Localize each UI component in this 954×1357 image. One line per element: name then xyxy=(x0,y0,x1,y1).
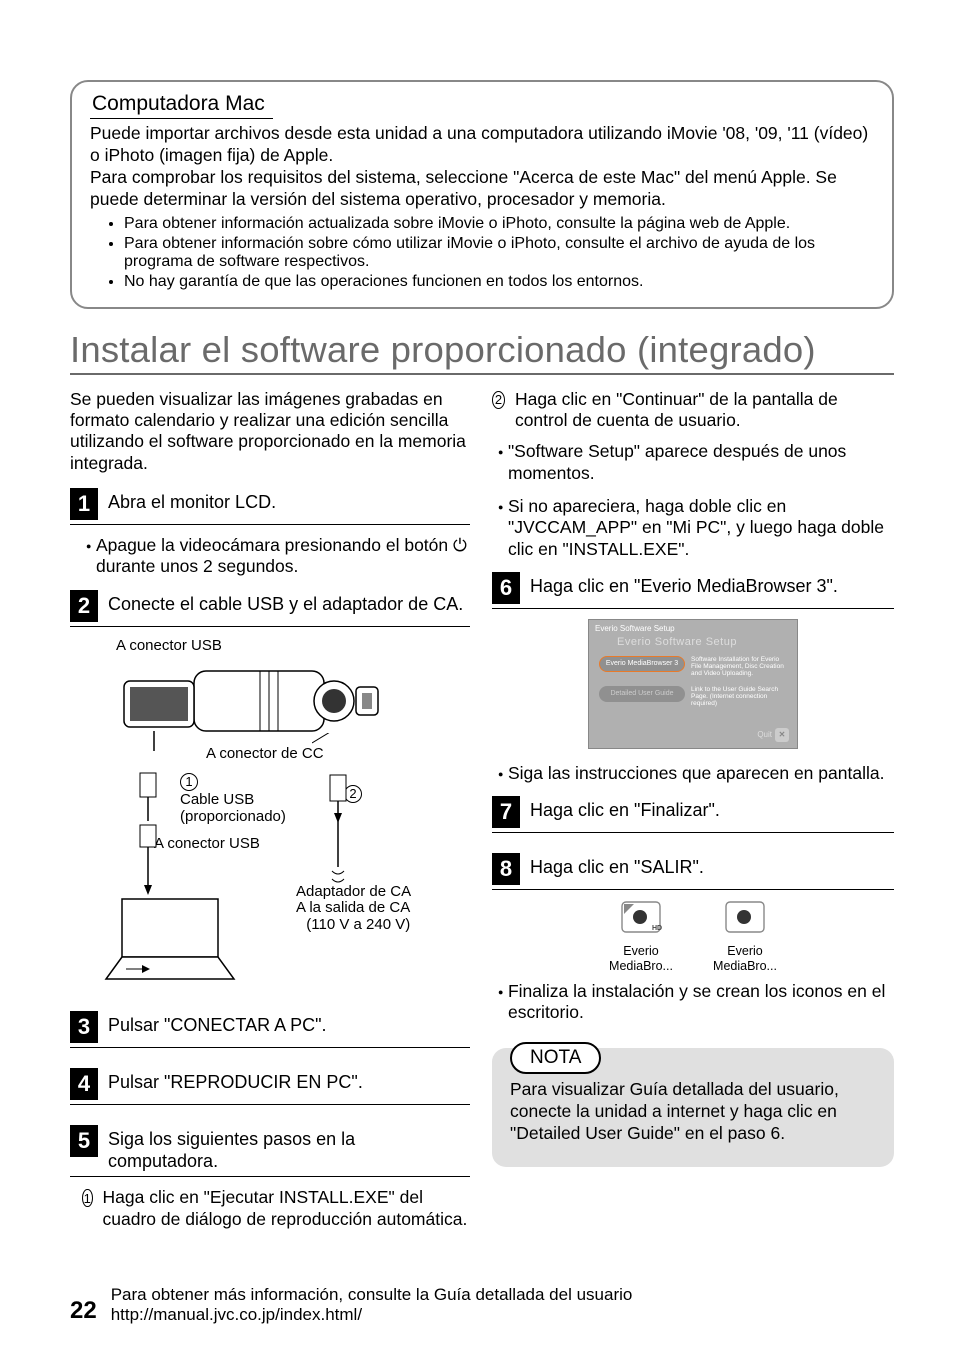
shortcut-icon xyxy=(724,900,766,940)
step-6-sub: Siga las instrucciones que aparecen en p… xyxy=(492,763,894,784)
right-column: 2 Haga clic en "Continuar" de la pantall… xyxy=(492,389,894,1235)
mac-section: Computadora Mac Puede importar archivos … xyxy=(70,80,894,309)
step-text: Pulsar "REPRODUCIR EN PC". xyxy=(108,1068,363,1094)
svg-text:HD: HD xyxy=(652,925,662,932)
step-text: Siga los siguientes pasos en la computad… xyxy=(108,1125,470,1173)
desktop-icon-label: Everio MediaBro... xyxy=(705,944,785,973)
step-5b-text: Haga clic en "Continuar" de la pantalla … xyxy=(515,389,894,432)
step-5b: 2 Haga clic en "Continuar" de la pantall… xyxy=(492,389,894,432)
step-4: 4 Pulsar "REPRODUCIR EN PC". xyxy=(70,1068,470,1105)
shortcut-icon: HD xyxy=(620,900,662,940)
step-5-substeps: 1 Haga clic en "Ejecutar INSTALL.EXE" de… xyxy=(82,1187,470,1230)
dialog-header: Everio Software Setup xyxy=(595,624,675,633)
dialog-btn2-desc: Link to the User Guide Search Page. (Int… xyxy=(691,686,791,707)
step-1-sub: Apague la videocámara presionando el bot… xyxy=(80,535,470,578)
wiring-icon xyxy=(86,747,456,1007)
intro-text: Se pueden visualizar las imágenes grabad… xyxy=(70,389,470,474)
dialog-title: Everio Software Setup xyxy=(617,636,787,648)
desktop-icon-label: Everio MediaBro... xyxy=(601,944,681,973)
step-5-sub2: Si no apareciera, haga doble clic en "JV… xyxy=(492,496,894,560)
step-5a-text: Haga clic en "Ejecutar INSTALL.EXE" del … xyxy=(103,1187,470,1230)
step-text: Haga clic en "SALIR". xyxy=(530,853,704,879)
step-1: 1 Abra el monitor LCD. xyxy=(70,488,470,525)
close-icon: ✕ xyxy=(775,728,789,742)
step-text: Pulsar "CONECTAR A PC". xyxy=(108,1011,327,1037)
nota-box: NOTA Para visualizar Guía detallada del … xyxy=(492,1048,894,1167)
step-number: 7 xyxy=(492,796,520,828)
substep-marker-2: 2 xyxy=(492,391,505,409)
step-number: 4 xyxy=(70,1068,98,1100)
step-5: 5 Siga los siguientes pasos en la comput… xyxy=(70,1125,470,1178)
step-number: 2 xyxy=(70,590,98,622)
step-6: 6 Haga clic en "Everio MediaBrowser 3". xyxy=(492,572,894,609)
desktop-icons-row: HD Everio MediaBro... Everio MediaBro... xyxy=(492,900,894,973)
nota-body: Para visualizar Guía detallada del usuar… xyxy=(510,1078,876,1145)
page-number: 22 xyxy=(70,1297,97,1325)
dialog-btn1-desc: Software Installation for Everio File Ma… xyxy=(691,656,791,677)
diagram-label-adapter: Adaptador de CA xyxy=(296,883,411,900)
desktop-icon: Everio MediaBro... xyxy=(705,900,785,973)
footer-text: Para obtener más información, consulte l… xyxy=(111,1285,633,1325)
mac-bullet: No hay garantía de que las operaciones f… xyxy=(124,273,874,291)
mac-bullet: Para obtener información sobre cómo util… xyxy=(124,235,874,271)
diagram-label-ac-out: A la salida de CA (110 V a 240 V) xyxy=(296,899,410,934)
mac-body: Puede importar archivos desde esta unida… xyxy=(90,123,874,211)
step-5a: 1 Haga clic en "Ejecutar INSTALL.EXE" de… xyxy=(82,1187,470,1230)
step-3: 3 Pulsar "CONECTAR A PC". xyxy=(70,1011,470,1048)
dialog-button-mediabrowser[interactable]: Everio MediaBrowser 3 xyxy=(599,656,685,672)
step-text: Conecte el cable USB y el adaptador de C… xyxy=(108,590,463,616)
step-text: Haga clic en "Everio MediaBrowser 3". xyxy=(530,572,838,598)
mac-bullet-list: Para obtener información actualizada sob… xyxy=(124,215,874,291)
step-text: Abra el monitor LCD. xyxy=(108,488,276,514)
dialog-quit[interactable]: Quit ✕ xyxy=(757,728,789,742)
step-number: 1 xyxy=(70,488,98,520)
step-8: 8 Haga clic en "SALIR". xyxy=(492,853,894,890)
step-5b-wrap: 2 Haga clic en "Continuar" de la pantall… xyxy=(492,389,894,432)
main-heading: Instalar el software proporcionado (inte… xyxy=(70,329,894,375)
step-7: 7 Haga clic en "Finalizar". xyxy=(492,796,894,833)
columns: Se pueden visualizar las imágenes grabad… xyxy=(70,389,894,1235)
page-footer: 22 Para obtener más información, consult… xyxy=(70,1285,632,1325)
step-text: Haga clic en "Finalizar". xyxy=(530,796,720,822)
step-5-sub1: "Software Setup" aparece después de unos… xyxy=(492,441,894,484)
desktop-icon: HD Everio MediaBro... xyxy=(601,900,681,973)
footer-line2: http://manual.jvc.co.jp/index.html/ xyxy=(111,1305,633,1325)
mac-bullet: Para obtener información actualizada sob… xyxy=(124,215,874,233)
dialog-quit-label: Quit xyxy=(757,730,772,739)
mac-title: Computadora Mac xyxy=(90,92,273,119)
dialog-button-userguide[interactable]: Detailed User Guide xyxy=(599,686,685,702)
step-8-sub: Finaliza la instalación y se crean los i… xyxy=(492,981,894,1024)
connection-diagram: A conector USB A conector de CC 1 2 xyxy=(86,637,456,997)
step-number: 8 xyxy=(492,853,520,885)
step-2: 2 Conecte el cable USB y el adaptador de… xyxy=(70,590,470,627)
footer-line1: Para obtener más información, consulte l… xyxy=(111,1285,633,1305)
substep-marker-1: 1 xyxy=(82,1189,93,1207)
step-number: 6 xyxy=(492,572,520,604)
nota-label: NOTA xyxy=(510,1042,601,1074)
step-number: 5 xyxy=(70,1125,98,1157)
setup-dialog-screenshot: Everio Software Setup Everio Software Se… xyxy=(588,619,798,749)
step-number: 3 xyxy=(70,1011,98,1043)
left-column: Se pueden visualizar las imágenes grabad… xyxy=(70,389,470,1235)
